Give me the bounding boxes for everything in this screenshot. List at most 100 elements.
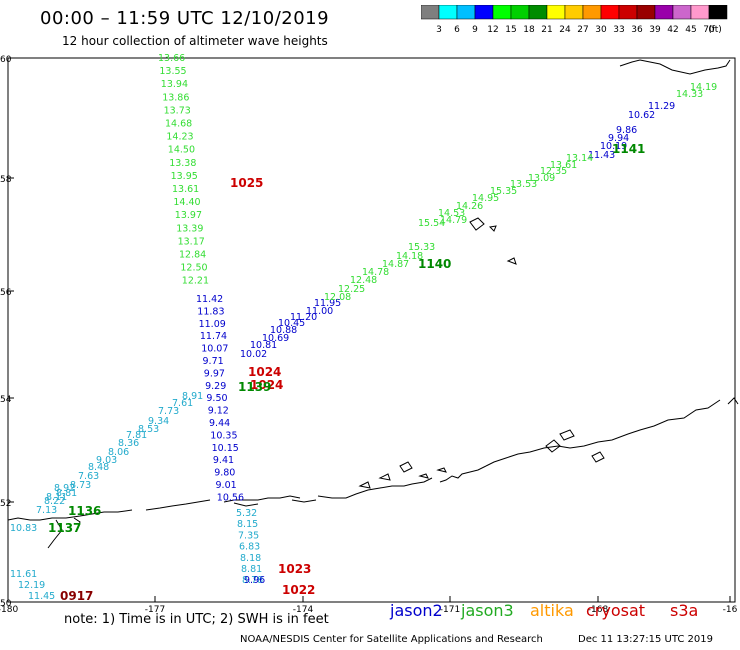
wave-height-value: 5.32	[236, 508, 257, 519]
wave-height-value: 9.97	[204, 368, 225, 379]
legend-label: 12	[487, 25, 498, 35]
longitude-label: -16	[723, 605, 738, 615]
wave-height-value: 10.35	[210, 430, 237, 441]
wave-height-value: 7.81	[126, 430, 147, 441]
wave-height-value: 13.14	[566, 153, 593, 164]
pass-time-label: 1137	[48, 521, 81, 535]
wave-height-value: 8.22	[44, 496, 65, 507]
wave-height-value: 9.94	[608, 133, 629, 144]
pass-time-label: 1022	[282, 583, 315, 597]
wave-height-value: 7.13	[36, 505, 57, 516]
legend-label: 27	[577, 25, 588, 35]
legend-label: 39	[649, 25, 661, 35]
satellite-label-jason3: jason3	[461, 601, 514, 620]
pass-time-label: 1024	[248, 365, 281, 379]
wave-height-values: 13.66 13.55 13.94 13.86 13.73 14.68 14.23 14.50…	[10, 53, 717, 602]
wave-height-value: 13.61	[172, 184, 199, 195]
wave-height-value: 10.45	[278, 318, 305, 329]
wave-height-value: 8.18	[240, 553, 261, 564]
wave-height-value: 13.95	[171, 171, 198, 182]
legend-label: 33	[613, 25, 624, 35]
wave-height-value: 10.83	[10, 523, 37, 534]
longitude-label: -174	[293, 605, 314, 615]
wave-height-value: 11.00	[306, 306, 333, 317]
generated-timestamp: Dec 11 13:27:15 UTC 2019	[578, 634, 713, 645]
wave-height-value: 14.50	[168, 145, 195, 156]
satellite-label-cryosat: cryosat	[586, 601, 646, 620]
wave-height-value: 13.97	[175, 210, 202, 221]
legend-label: 45	[685, 25, 696, 35]
wave-height-value: 8.73	[70, 480, 91, 491]
wave-height-value: 14.87	[382, 259, 409, 270]
wave-height-value: 12.19	[18, 580, 45, 591]
legend-label: 42	[667, 25, 678, 35]
wave-height-value: 12.08	[324, 292, 351, 303]
wave-height-value: 14.40	[173, 197, 200, 208]
wave-height-value: 9.50	[206, 393, 227, 404]
coastline	[7, 59, 739, 549]
wave-height-value: 11.95	[314, 298, 341, 309]
wave-height-value: 8.91	[182, 391, 203, 402]
wave-height-value: 13.09	[528, 173, 555, 184]
wave-height-value: 12.25	[338, 284, 365, 295]
pass-time-label: 1139	[238, 380, 271, 394]
legend-label: 30	[595, 25, 607, 35]
wave-height-value: 8.15	[237, 519, 258, 530]
wave-height-value: 13.61	[550, 160, 577, 171]
legend-label: 15	[505, 25, 516, 35]
wave-height-value: 13.94	[161, 79, 188, 90]
map-frame	[7, 57, 736, 603]
wave-height-value: 7.73	[158, 406, 179, 417]
wave-height-value: 10.02	[240, 349, 267, 360]
wave-height-value: 9.44	[209, 418, 230, 429]
wave-height-value: 9.29	[205, 381, 226, 392]
wave-height-value: 9.01	[216, 480, 237, 491]
legend-label: 3	[436, 25, 442, 35]
legend-label: 18	[523, 25, 535, 35]
wave-height-value: 8.92	[54, 483, 75, 494]
wave-height-value: 10.19	[600, 141, 627, 152]
wave-height-value: 10.07	[201, 344, 228, 355]
wave-height-value: 10.88	[270, 325, 297, 336]
satellite-label-s3a: s3a	[670, 601, 699, 620]
wave-height-value: 9.80	[214, 468, 235, 479]
longitude-label: -180	[0, 605, 18, 615]
wave-height-value: 10.69	[262, 333, 289, 344]
wave-height-value: 13.17	[178, 236, 205, 247]
wave-height-value: 14.23	[166, 132, 193, 143]
pass-time-label: 1023	[278, 562, 311, 576]
wave-height-value: 13.86	[162, 92, 189, 103]
wave-height-value: 10.56	[217, 492, 244, 503]
wave-height-value: 6.83	[239, 542, 260, 553]
satellite-label-jason2: jason2	[390, 601, 443, 620]
satellite-label-altika: altika	[530, 601, 574, 620]
wave-height-value: 14.78	[362, 267, 389, 278]
map-subtitle: 12 hour collection of altimeter wave hei…	[62, 34, 328, 48]
longitude-labels: -180 -177 -174 -171 -168 -16	[0, 605, 738, 615]
wave-height-value: 14.19	[690, 82, 717, 93]
latitude-label: 50	[0, 599, 12, 609]
footnote: note: 1) Time is in UTC; 2) SWH is in fe…	[64, 612, 329, 627]
wave-height-value: 8.81	[241, 564, 262, 575]
wave-height-value: 11.43	[588, 150, 615, 161]
wave-height-value: 14.53	[438, 208, 465, 219]
latitude-label: 52	[0, 499, 11, 509]
wave-height-value: 11.29	[648, 101, 675, 112]
wave-height-value: 8.48	[88, 462, 109, 473]
wave-height-value: 13.38	[169, 158, 196, 169]
latitude-label: 56	[0, 288, 12, 298]
wave-height-value: 11.83	[197, 306, 224, 317]
longitude-label: -177	[145, 605, 165, 615]
wave-height-value: 13.53	[510, 179, 537, 190]
latitude-labels: 60 58 56 54 52 50	[0, 55, 12, 609]
wave-height-value: 12.35	[540, 166, 567, 177]
wave-height-value: 7.35	[238, 530, 259, 541]
wave-height-value: 8.53	[138, 424, 159, 435]
latitude-label: 58	[0, 175, 12, 185]
legend-swatch	[708, 5, 728, 20]
wave-height-value: 9.86	[616, 125, 637, 136]
legend-label: 24	[559, 25, 571, 35]
wave-height-value: 14.26	[456, 201, 483, 212]
wave-height-value: 12.84	[179, 250, 206, 261]
